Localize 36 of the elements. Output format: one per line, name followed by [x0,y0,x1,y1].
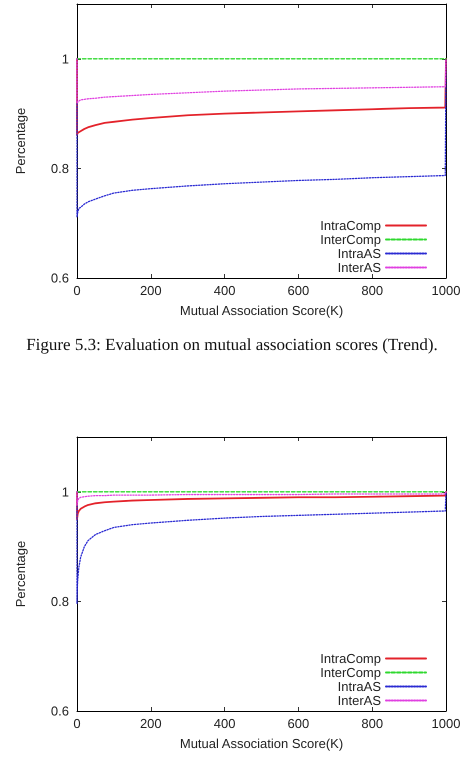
y-tick-label: 0.6 [50,270,69,286]
legend-label: InterAS [338,260,382,275]
x-tick-label: 800 [361,716,384,731]
legend-label: InterComp [320,232,381,247]
line-series [76,491,447,506]
line-series [76,58,447,136]
x-tick-label: 0 [73,283,81,298]
y-tick-label: 0.6 [50,704,69,718]
x-axis-title: Mutual Association Score(K) [180,736,344,751]
x-tick-label: 200 [140,283,162,298]
line-series [76,490,447,520]
y-tick-label: 1 [62,484,69,500]
y-tick-label: 0.8 [50,594,69,609]
y-axis-title: Percentage [13,540,28,608]
x-tick-label: 1000 [432,283,460,298]
y-axis-title: Percentage [13,108,28,174]
legend-label: IntraAS [338,246,382,261]
legend-label: IntraComp [320,218,381,233]
y-tick-label: 1 [62,51,69,66]
x-tick-label: 800 [361,283,384,298]
x-tick-label: 400 [214,716,236,731]
caption: Figure 5.3: Evaluation on mutual association scores (Trend). [26,335,438,354]
x-tick-label: 0 [73,716,81,731]
x-tick-label: 600 [288,716,310,731]
line-series [76,491,447,604]
y-tick-label: 0.8 [50,160,69,176]
x-tick-label: 200 [140,716,162,731]
x-tick-label: 400 [214,283,236,298]
legend-label: InterAS [338,693,382,708]
x-tick-label: 1000 [432,716,460,731]
x-axis-title: Mutual Association Score(K) [180,303,344,318]
legend-label: IntraAS [338,679,382,694]
legend-label: IntraComp [320,651,381,666]
legend-label: InterComp [320,665,381,680]
line-series [76,58,447,218]
x-tick-label: 600 [288,283,310,298]
